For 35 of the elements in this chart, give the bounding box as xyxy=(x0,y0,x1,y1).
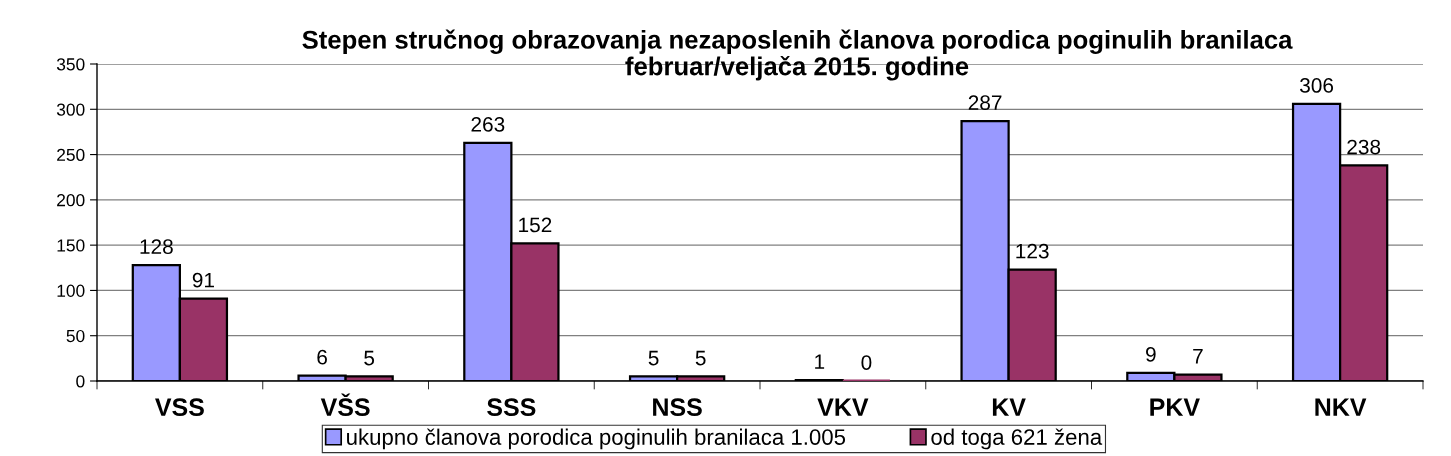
y-tick-label: 0 xyxy=(76,375,85,388)
x-tick-label: SSS xyxy=(487,398,536,417)
y-tick-label: 100 xyxy=(57,284,85,297)
data-label: 7 xyxy=(1193,349,1203,364)
data-label: 263 xyxy=(471,116,505,132)
data-label: 128 xyxy=(140,239,173,255)
x-tick-label: VSS xyxy=(155,398,204,417)
legend-label: od toga 621 žena xyxy=(931,428,1103,450)
data-label: 6 xyxy=(317,349,327,365)
y-tick-label: 50 xyxy=(66,329,85,343)
data-label: 0 xyxy=(861,355,872,370)
y-tick-label: 250 xyxy=(57,148,85,162)
legend-label: ukupno članova porodica poginulih branilaca 1.005 xyxy=(347,428,846,450)
data-label: 5 xyxy=(364,350,375,366)
x-tick-label: PKV xyxy=(1150,398,1200,416)
x-tick-label: VŠS xyxy=(320,393,370,417)
data-label: 5 xyxy=(695,350,706,366)
y-tick-label: 200 xyxy=(57,194,85,207)
y-tick-label: 150 xyxy=(57,239,85,252)
data-label: 91 xyxy=(192,272,214,288)
data-label: 123 xyxy=(1016,243,1049,259)
data-label: 1 xyxy=(815,354,825,369)
data-label: 152 xyxy=(519,217,552,233)
x-tick-label: NKV xyxy=(1315,398,1367,416)
data-label: 9 xyxy=(1146,347,1156,362)
chart-title: Stepen stručnog obrazovanja nezaposlenih članova porodica poginulih branilaca februar/veljača 2015. godine xyxy=(302,29,1293,81)
y-tick-label: 300 xyxy=(56,103,85,116)
y-tick-label: 350 xyxy=(56,58,85,71)
data-label: 238 xyxy=(1347,139,1381,155)
data-label: 287 xyxy=(968,95,1002,110)
x-tick-label: KV xyxy=(992,398,1026,416)
data-label: 306 xyxy=(1300,78,1334,93)
x-tick-label: NSS xyxy=(653,398,702,417)
data-label: 5 xyxy=(648,350,659,366)
x-tick-label: VKV xyxy=(817,398,869,416)
